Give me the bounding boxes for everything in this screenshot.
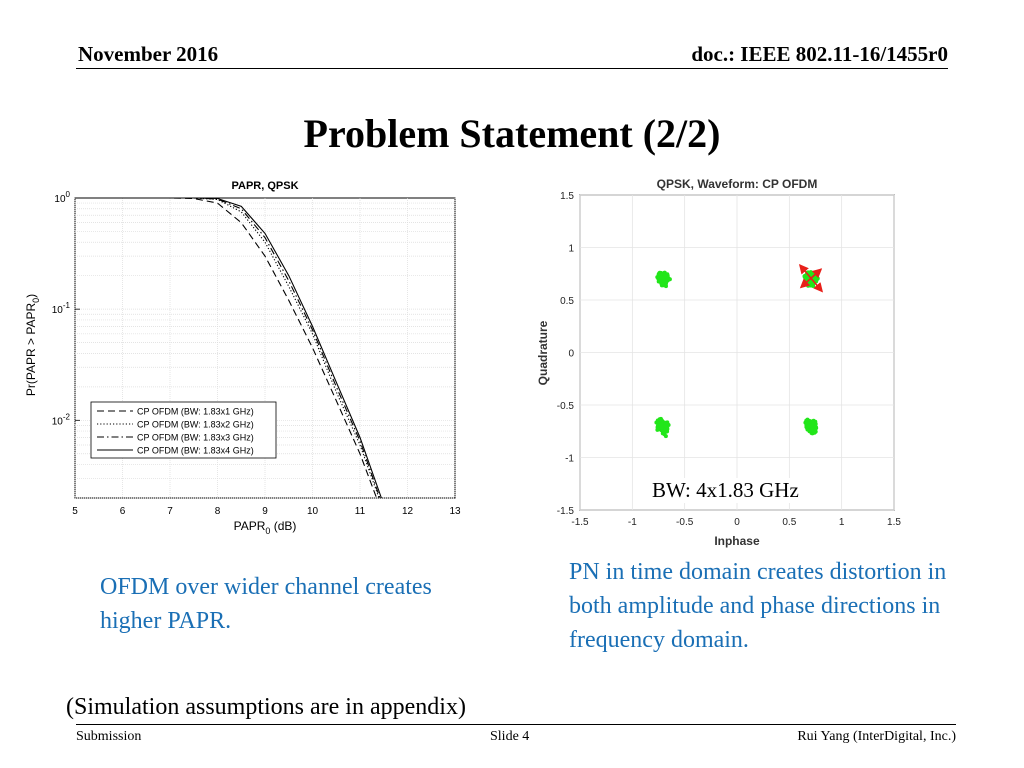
papr-y-axis-label: Pr(PAPR > PAPR0) xyxy=(24,294,41,396)
constellation-point xyxy=(660,281,665,286)
simulation-note: (Simulation assumptions are in appendix) xyxy=(66,694,466,720)
papr-x-tick-label: 5 xyxy=(72,506,78,517)
footer-author: Rui Yang (InterDigital, Inc.) xyxy=(797,729,956,744)
footer-slide-number: Slide 4 xyxy=(490,729,530,744)
constellation-x-tick-label: 0.5 xyxy=(782,517,796,528)
constellation-x-tick-label: 1 xyxy=(839,517,845,528)
papr-ccdf-chart: 5 6 7 8 9 10 11 12 13 100 10-1 10-2 PAPR, QPSK PAPR… xyxy=(24,180,461,536)
page-title: Problem Statement (2/2) xyxy=(303,111,721,156)
papr-chart-title: PAPR, QPSK xyxy=(231,180,298,192)
papr-legend: CP OFDM (BW: 1.83x1 GHz) CP OFDM (BW: 1.8… xyxy=(90,401,277,459)
constellation-y-tick-label: -0.5 xyxy=(557,401,575,412)
papr-y-tick-label: 10-2 xyxy=(52,412,71,427)
distortion-arrows xyxy=(798,264,824,293)
constellation-point xyxy=(663,424,668,428)
papr-legend-label: CP OFDM (BW: 1.83x3 GHz) xyxy=(137,433,254,443)
footer-rule xyxy=(76,724,956,725)
papr-x-axis-label: PAPR0 (dB) xyxy=(234,519,297,536)
papr-legend-label: CP OFDM (BW: 1.83x2 GHz) xyxy=(137,420,254,430)
bandwidth-label: BW: 4x1.83 GHz xyxy=(652,478,799,503)
papr-x-tick-label: 10 xyxy=(307,506,319,517)
phase-arrow xyxy=(799,268,823,289)
constellation-y-tick-label: -1 xyxy=(565,454,574,465)
constellation-point xyxy=(806,283,811,288)
constellation-point xyxy=(662,429,667,434)
constellation-y-tick-label: 0 xyxy=(568,349,574,360)
constellation-x-tick-label: 0 xyxy=(734,517,740,528)
constellation-point xyxy=(812,430,817,435)
constellation-y-tick-label: 1 xyxy=(568,244,574,255)
constellation-cluster-1 xyxy=(655,270,672,289)
constellation-cluster-4 xyxy=(803,417,819,436)
constellation-chart: -1.5 -1 -0.5 0 0.5 1 1.5 1.5 1 0.5 0 -0.5 -1 -1.5 QPS… xyxy=(536,177,902,548)
constellation-y-tick-label: -1.5 xyxy=(557,506,575,517)
footer-submission: Submission xyxy=(76,729,142,744)
constellation-point xyxy=(809,423,814,428)
constellation-point xyxy=(806,424,811,429)
papr-x-tick-label: 12 xyxy=(402,506,414,517)
papr-y-tick-label: 10-1 xyxy=(52,301,71,316)
papr-x-tick-label: 8 xyxy=(215,506,221,517)
papr-observation: OFDM over wider channel creates higher P… xyxy=(100,574,432,634)
constellation-point xyxy=(805,417,810,422)
papr-x-tick-label: 11 xyxy=(355,506,366,517)
constellation-cluster-3 xyxy=(654,416,671,439)
header-rule xyxy=(76,68,948,69)
phase-noise-observation: PN in time domain creates distortion in … xyxy=(569,559,947,653)
constellation-x-tick-label: -1.5 xyxy=(571,517,589,528)
constellation-x-label: Inphase xyxy=(714,534,760,548)
constellation-point xyxy=(659,419,664,424)
papr-series-line-4 xyxy=(75,197,382,499)
constellation-x-tick-label: -1 xyxy=(628,517,637,528)
constellation-y-label: Quadrature xyxy=(536,320,550,385)
papr-x-tick-label: 7 xyxy=(167,506,173,517)
constellation-y-tick-label: 1.5 xyxy=(560,191,574,202)
papr-x-tick-label: 9 xyxy=(262,506,268,517)
constellation-title: QPSK, Waveform: CP OFDM xyxy=(657,177,818,191)
papr-legend-label: CP OFDM (BW: 1.83x1 GHz) xyxy=(137,407,254,417)
papr-x-tick-label: 6 xyxy=(120,506,126,517)
constellation-points xyxy=(654,270,820,439)
constellation-point xyxy=(667,277,672,282)
constellation-grid xyxy=(579,194,895,511)
constellation-point xyxy=(663,272,668,277)
header-doc-number: doc.: IEEE 802.11-16/1455r0 xyxy=(691,42,948,66)
constellation-x-tick-label: -0.5 xyxy=(676,517,694,528)
constellation-point xyxy=(658,423,663,428)
papr-x-tick-label: 13 xyxy=(449,506,461,517)
constellation-ticks: -1.5 -1 -0.5 0 0.5 1 1.5 1.5 1 0.5 0 -0.5 -1 -1.5 xyxy=(557,191,902,528)
papr-ticks: 5 6 7 8 9 10 11 12 13 100 10-1 10-2 xyxy=(52,190,461,517)
constellation-x-tick-label: 1.5 xyxy=(887,517,901,528)
papr-legend-label: CP OFDM (BW: 1.83x4 GHz) xyxy=(137,446,254,456)
papr-series-lines xyxy=(75,197,382,499)
header-date: November 2016 xyxy=(78,42,219,66)
constellation-y-tick-label: 0.5 xyxy=(560,296,574,307)
papr-y-tick-label: 100 xyxy=(54,190,70,205)
constellation-point xyxy=(663,421,668,426)
